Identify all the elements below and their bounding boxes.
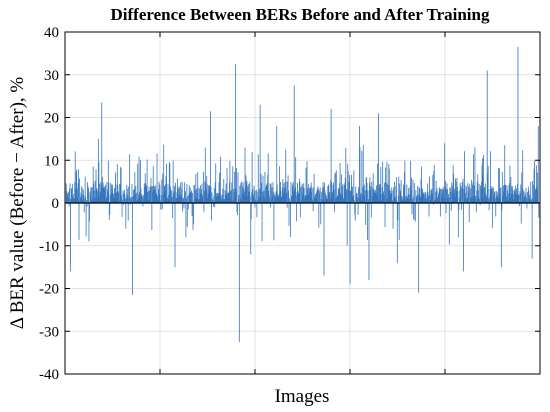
chart-title: Difference Between BERs Before and After… — [111, 5, 490, 24]
y-tick-label: 0 — [52, 196, 60, 212]
data-series — [65, 46, 540, 342]
y-tick-label: 40 — [44, 25, 59, 41]
y-tick-label: -20 — [39, 282, 59, 298]
x-axis-ticks — [159, 32, 446, 374]
y-tick-label: -40 — [39, 367, 59, 383]
y-tick-label: 20 — [44, 111, 59, 127]
y-axis-ticks: -40 -30 -20 -10 0 10 20 30 40 — [39, 25, 540, 383]
y-tick-label: -30 — [39, 324, 59, 340]
y-tick-label: 10 — [44, 153, 59, 169]
y-axis-label: Δ BER value (Before − After), % — [7, 77, 28, 330]
x-axis-label: Images — [275, 386, 330, 407]
y-tick-label: -10 — [39, 239, 59, 255]
y-tick-label: 30 — [44, 68, 59, 84]
